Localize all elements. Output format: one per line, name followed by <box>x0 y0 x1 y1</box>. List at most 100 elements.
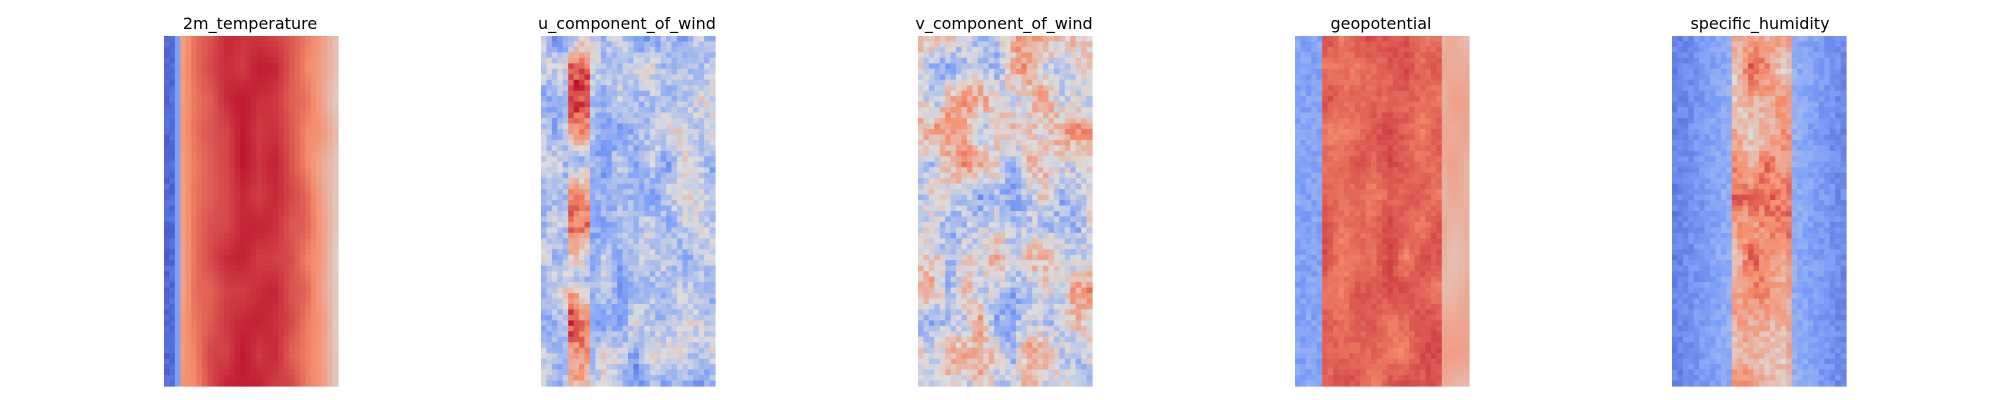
heatmap-cell <box>546 46 553 54</box>
heatmap-cell <box>321 57 328 64</box>
heatmap-cell <box>256 287 263 294</box>
heatmap-cell <box>1021 183 1028 190</box>
heatmap-cell <box>180 303 187 311</box>
heatmap-cell <box>994 36 1001 43</box>
heatmap-cell <box>595 282 602 289</box>
heatmap-cell <box>267 221 274 229</box>
heatmap-cell <box>972 57 979 64</box>
heatmap-cell <box>660 375 667 382</box>
heatmap-cell <box>600 347 607 354</box>
heatmap-cell <box>541 243 548 250</box>
heatmap-cell <box>644 161 651 168</box>
heatmap-cell <box>305 183 312 190</box>
heatmap-cell <box>1037 74 1044 81</box>
heatmap-cell <box>294 118 301 125</box>
heatmap-cell <box>579 112 586 119</box>
heatmap-cell <box>606 227 613 234</box>
heatmap-cell <box>617 145 624 152</box>
heatmap-cell <box>1005 96 1012 103</box>
heatmap-cell <box>202 167 209 174</box>
heatmap-cell <box>950 85 957 92</box>
heatmap-cell <box>251 41 258 48</box>
heatmap-cell <box>202 194 209 201</box>
heatmap-cell <box>278 90 285 97</box>
heatmap-cell <box>267 118 274 125</box>
heatmap-cell <box>240 128 247 136</box>
heatmap-cell <box>622 293 629 300</box>
heatmap-cell <box>305 90 312 97</box>
heatmap-cell <box>573 227 580 234</box>
heatmap-cell <box>551 156 558 163</box>
heatmap-cell <box>682 309 689 316</box>
heatmap-cell <box>185 107 192 114</box>
heatmap-cell <box>1059 145 1066 152</box>
heatmap-cell <box>174 161 181 168</box>
heatmap-cell <box>234 309 241 316</box>
heatmap-cell <box>294 364 301 371</box>
heatmap-cell <box>261 364 268 371</box>
heatmap-cell <box>660 336 667 343</box>
heatmap-cell <box>972 112 979 119</box>
heatmap-cell <box>666 364 673 371</box>
heatmap-cell <box>551 243 558 250</box>
heatmap-cell <box>240 303 247 311</box>
heatmap-cell <box>196 194 203 201</box>
heatmap-cell <box>682 320 689 327</box>
heatmap-cell <box>934 107 941 114</box>
heatmap-cell <box>289 314 296 321</box>
heatmap-cell <box>551 309 558 316</box>
heatmap-cell <box>327 336 334 343</box>
heatmap-cell <box>541 96 548 103</box>
heatmap-cell <box>299 145 306 152</box>
heatmap-cell <box>595 200 602 207</box>
heatmap-cell <box>568 172 575 179</box>
heatmap-cell <box>606 74 613 81</box>
heatmap-cell <box>218 123 225 130</box>
heatmap-cell <box>698 293 705 300</box>
heatmap-cell <box>272 309 279 316</box>
heatmap-cell <box>546 216 553 223</box>
heatmap-cell <box>321 74 328 81</box>
heatmap-cell <box>557 161 564 168</box>
heatmap-cell <box>693 353 700 360</box>
heatmap-cell <box>551 249 558 256</box>
heatmap-cell <box>1053 79 1060 86</box>
heatmap-cell <box>546 260 553 267</box>
heatmap-cell <box>180 293 187 300</box>
heatmap-cell <box>207 238 214 245</box>
heatmap-cell <box>299 293 306 300</box>
heatmap-cell <box>682 145 689 152</box>
heatmap-cell <box>541 112 548 119</box>
heatmap-cell <box>709 287 716 294</box>
heatmap-cell <box>299 194 306 201</box>
heatmap-cell <box>261 205 268 212</box>
heatmap-cell <box>191 96 198 103</box>
heatmap-cell <box>972 172 979 179</box>
heatmap-cell <box>202 90 209 97</box>
heatmap-cell <box>693 63 700 70</box>
heatmap-cell <box>267 265 274 272</box>
heatmap-cell <box>704 57 711 64</box>
heatmap-cell <box>283 90 290 97</box>
heatmap-cell <box>169 194 176 201</box>
heatmap-cell <box>196 139 203 146</box>
heatmap-cell <box>218 145 225 152</box>
heatmap-cell <box>676 347 683 354</box>
heatmap-cell <box>562 41 569 48</box>
heatmap-cell <box>1048 46 1055 54</box>
heatmap-cell <box>278 380 285 387</box>
heatmap-cell <box>649 347 656 354</box>
heatmap-cell <box>693 221 700 229</box>
heatmap-cell <box>289 303 296 311</box>
heatmap-cell <box>923 167 930 174</box>
heatmap-cell <box>644 90 651 97</box>
heatmap-cell <box>633 375 640 382</box>
heatmap-cell <box>332 150 339 157</box>
heatmap-cell <box>1070 96 1077 103</box>
heatmap-cell <box>693 298 700 305</box>
heatmap-cell <box>655 243 662 250</box>
heatmap-cell <box>218 139 225 146</box>
heatmap-cell <box>704 216 711 223</box>
heatmap-cell <box>1015 85 1022 92</box>
heatmap-cell <box>316 205 323 212</box>
